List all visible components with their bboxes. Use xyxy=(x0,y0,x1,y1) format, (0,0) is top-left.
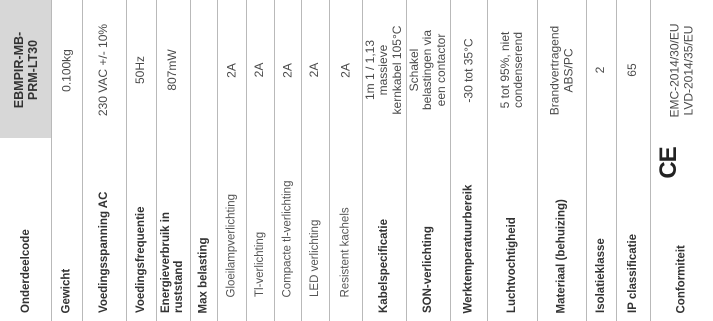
row-divider xyxy=(450,0,451,321)
row-value: 0.100kg xyxy=(58,48,73,92)
row-label: Voedingsfrequentie xyxy=(134,206,147,314)
header-value-background xyxy=(0,0,51,138)
header-divider xyxy=(51,0,52,321)
row-label: Luchtvochtigheid xyxy=(505,217,518,313)
row-divider xyxy=(246,0,247,321)
row-label: Kabelspecificatie xyxy=(377,219,390,313)
row-label: Energieverbruik in ruststand xyxy=(160,212,185,313)
row-label: Gewicht xyxy=(60,268,73,313)
row-divider xyxy=(616,0,617,321)
row-value: 2 xyxy=(593,66,608,74)
row-divider xyxy=(362,0,363,321)
row-value: Schakel belastingen via een contactor xyxy=(406,29,448,111)
header-part-code-value: EBMPIR-MB- PRM-LT30 xyxy=(11,31,40,109)
row-label: LED verlichting xyxy=(308,219,321,297)
row-label: Compacte tl-verlichting xyxy=(281,180,294,297)
row-value: EMC-2014/30/EU LVD-2014/35/EU xyxy=(667,22,695,118)
row-value: 2A xyxy=(307,62,322,78)
row-label: Tl-verlichting xyxy=(253,231,266,297)
row-value: 2A xyxy=(337,62,352,78)
row-divider xyxy=(82,0,83,321)
row-divider xyxy=(126,0,127,321)
row-label: Resistent kachels xyxy=(339,206,352,297)
row-value: 230 VAC +/- 10% xyxy=(96,23,111,117)
row-value: 2A xyxy=(223,62,238,78)
row-label: IP classificatie xyxy=(626,233,639,313)
row-label: SON-verlichting xyxy=(421,226,434,313)
row-divider xyxy=(190,0,191,321)
row-label: Max belasting xyxy=(197,236,210,313)
row-divider xyxy=(586,0,587,321)
row-divider xyxy=(156,0,157,321)
row-value: 50Hz xyxy=(133,56,148,85)
row-divider xyxy=(487,0,488,321)
row-value: 65 xyxy=(625,63,640,77)
row-value: 5 tot 95%, niet condenserend xyxy=(497,31,525,109)
row-divider xyxy=(217,0,218,321)
row-divider xyxy=(301,0,302,321)
row-value: -30 tot 35°C xyxy=(460,37,475,103)
row-label: Materiaal (behuizing) xyxy=(555,198,568,313)
row-label: Gloeilampverlichting xyxy=(225,193,238,297)
row-divider xyxy=(650,0,651,321)
row-divider xyxy=(329,0,330,321)
row-value: 807mW xyxy=(165,49,180,91)
row-label: Voedingsspanning AC xyxy=(97,191,110,313)
row-label: Isolatieklasse xyxy=(594,238,607,313)
row-value: Brandvertragend ABS/PC xyxy=(547,25,575,115)
row-divider xyxy=(406,0,407,321)
row-divider xyxy=(537,0,538,321)
row-value: 2A xyxy=(279,62,294,78)
ce-mark-icon: CE xyxy=(655,147,682,179)
row-value: 1m 1 / 1,13 massieve kernkabel 105°C xyxy=(362,25,404,115)
row-label: Werktemperatuurbereik xyxy=(462,184,475,313)
row-value: 2A xyxy=(252,62,267,78)
row-divider xyxy=(274,0,275,321)
header-part-code-label: Onderdeelcode xyxy=(19,229,32,313)
